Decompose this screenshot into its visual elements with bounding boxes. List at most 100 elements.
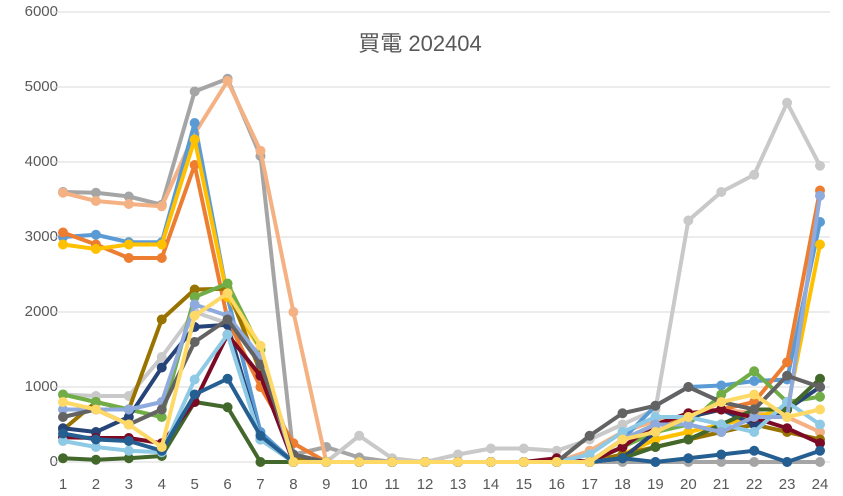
data-point xyxy=(617,427,628,437)
data-point xyxy=(815,427,825,437)
data-point xyxy=(782,97,793,108)
data-point xyxy=(518,443,529,454)
series xyxy=(58,314,825,467)
x-tick-label: 6 xyxy=(223,476,231,493)
data-point xyxy=(584,430,595,441)
data-point xyxy=(650,434,661,445)
data-point xyxy=(189,292,200,302)
data-point xyxy=(58,187,68,198)
data-point xyxy=(716,380,727,391)
data-point xyxy=(123,191,134,202)
x-tick-label: 5 xyxy=(190,476,198,493)
series-line xyxy=(62,79,821,464)
data-point xyxy=(749,169,760,180)
data-point xyxy=(749,376,760,386)
data-point xyxy=(420,457,431,467)
y-tick-label: 1000 xyxy=(25,378,58,395)
data-point xyxy=(123,419,134,430)
data-point xyxy=(288,307,299,317)
data-point xyxy=(617,408,628,419)
data-point xyxy=(156,314,167,325)
data-point xyxy=(749,404,760,415)
data-point xyxy=(716,427,727,437)
data-point xyxy=(58,227,68,238)
data-point xyxy=(584,457,595,467)
data-point xyxy=(518,457,529,467)
x-tick-label: 16 xyxy=(548,476,565,493)
data-point xyxy=(782,457,793,467)
data-point xyxy=(90,442,101,452)
data-point xyxy=(123,199,134,209)
data-point xyxy=(749,445,760,456)
data-point xyxy=(58,428,68,439)
data-point xyxy=(222,278,233,289)
data-point xyxy=(782,357,793,368)
y-tick-label: 2000 xyxy=(25,303,58,320)
data-point xyxy=(58,404,68,415)
x-tick-label: 11 xyxy=(384,476,400,493)
data-point xyxy=(189,299,200,310)
data-point xyxy=(123,453,134,464)
data-point xyxy=(222,402,233,413)
data-point xyxy=(716,187,727,197)
data-point xyxy=(156,362,167,373)
data-point xyxy=(90,454,101,465)
x-tick-label: 9 xyxy=(322,476,330,493)
data-point xyxy=(452,457,463,467)
x-tick-label: 14 xyxy=(483,476,500,493)
data-point xyxy=(90,244,101,254)
data-point xyxy=(123,436,134,446)
x-tick-label: 15 xyxy=(515,476,532,493)
data-point xyxy=(189,118,200,128)
data-point xyxy=(321,457,332,467)
x-tick-label: 13 xyxy=(450,476,467,493)
data-point xyxy=(123,404,134,415)
x-tick-label: 24 xyxy=(812,476,829,493)
data-point xyxy=(156,201,167,212)
series-line xyxy=(62,291,821,464)
data-point xyxy=(650,457,661,467)
data-point xyxy=(782,423,793,434)
x-tick-label: 12 xyxy=(417,476,434,493)
data-point xyxy=(255,457,266,467)
data-point xyxy=(683,382,694,392)
data-point xyxy=(387,457,398,467)
data-point xyxy=(683,453,694,464)
y-tick-label: 6000 xyxy=(25,3,58,20)
data-point xyxy=(189,160,200,170)
data-point xyxy=(189,310,200,321)
data-point xyxy=(749,389,760,400)
data-point xyxy=(650,400,661,411)
data-point xyxy=(222,373,233,384)
series-line xyxy=(62,76,820,464)
data-point xyxy=(815,373,825,384)
x-tick-label: 21 xyxy=(713,476,730,493)
data-point xyxy=(485,457,496,467)
data-point xyxy=(58,239,68,250)
data-point xyxy=(782,412,793,422)
data-point xyxy=(123,253,134,263)
x-tick-label: 18 xyxy=(614,476,631,493)
data-point xyxy=(815,419,825,430)
x-tick-label: 8 xyxy=(289,476,297,493)
data-point xyxy=(485,443,496,454)
data-point xyxy=(222,314,233,325)
data-point xyxy=(156,404,167,415)
data-point xyxy=(58,453,68,464)
data-point xyxy=(815,404,825,415)
data-point xyxy=(90,196,101,206)
data-point xyxy=(650,427,661,437)
data-point xyxy=(123,445,134,456)
data-point xyxy=(90,187,101,198)
series xyxy=(58,288,825,467)
data-point xyxy=(650,412,661,422)
data-point xyxy=(716,389,727,400)
data-point xyxy=(815,160,825,171)
data-point xyxy=(815,239,825,250)
data-point xyxy=(749,366,760,377)
data-point xyxy=(58,412,68,422)
data-point xyxy=(716,449,727,460)
data-point xyxy=(156,253,167,263)
data-point xyxy=(58,389,68,400)
